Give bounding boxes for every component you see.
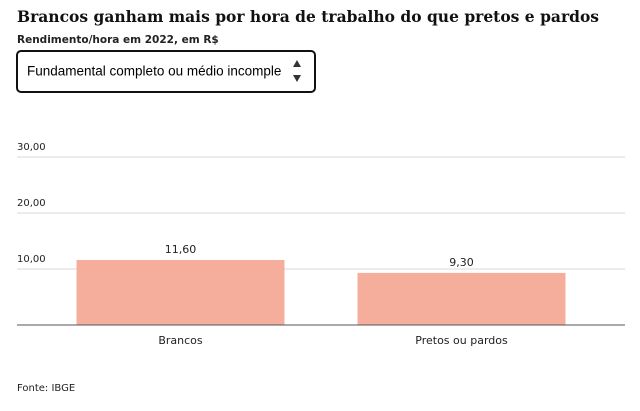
dropdown-box[interactable] [16,50,316,93]
x-tick-label: Pretos ou pardos [415,334,508,347]
bar [357,272,566,325]
dropdown-text[interactable]: Fundamental completo ou médio incomple [27,64,281,79]
chart-subtitle: Rendimento/hora em 2022, em R$ [17,34,219,46]
y-tick-label: 30,00 [17,142,46,153]
bar [76,260,285,325]
x-tick-label: Brancos [158,334,203,347]
y-tick-label: 20,00 [17,198,46,209]
source: Fonte: IBGE [17,383,75,394]
chart-title: Brancos ganham mais por hora de trabalho… [17,7,599,26]
dropdown[interactable]: Fundamental completo ou médio incomple [16,50,316,93]
y-tick-label: 10,00 [17,254,46,265]
value-label: 9,30 [449,256,474,269]
value-label: 11,60 [165,243,197,256]
dropdown-arrows[interactable] [293,60,301,82]
